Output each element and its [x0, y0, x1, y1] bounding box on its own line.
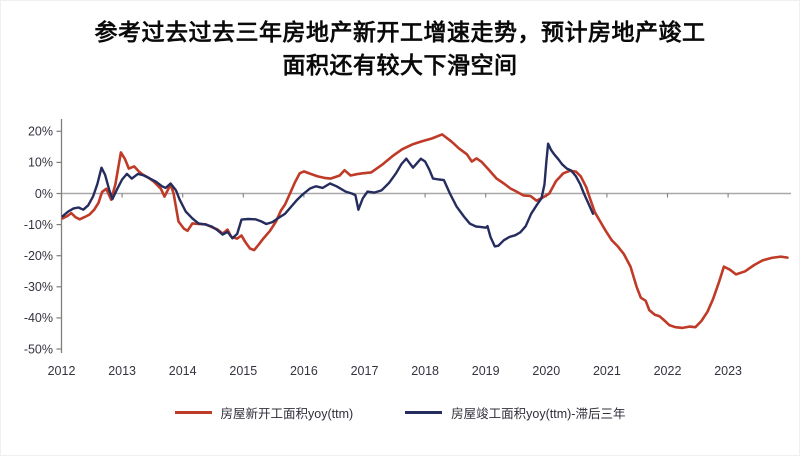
red-line-swatch-icon	[174, 411, 212, 414]
chart-legend: 房屋新开工面积yoy(ttm) 房屋竣工面积yoy(ttm)-滞后三年	[1, 403, 799, 422]
x-axis-tick-label: 2019	[472, 364, 500, 378]
x-axis-tick-label: 2022	[654, 364, 682, 378]
series-line-1	[61, 142, 595, 248]
y-axis-tick-label: 20%	[28, 125, 53, 139]
x-axis-tick-label: 2021	[593, 364, 621, 378]
x-axis-tick-label: 2016	[290, 364, 318, 378]
y-axis-tick-label: -30%	[24, 280, 53, 294]
x-axis-tick-label: 2015	[229, 364, 257, 378]
x-axis-tick-label: 2012	[48, 364, 76, 378]
legend-item-new-starts: 房屋新开工面积yoy(ttm)	[174, 403, 354, 422]
y-axis-tick-label: -50%	[24, 342, 53, 356]
legend-item-completions-lagged: 房屋竣工面积yoy(ttm)-滞后三年	[405, 403, 625, 422]
y-axis-tick-label: -20%	[24, 249, 53, 263]
x-axis-tick-label: 2018	[411, 364, 439, 378]
y-axis-tick-label: -10%	[24, 218, 53, 232]
title-line-1: 参考过去过去三年房地产新开工增速走势，预计房地产竣工	[94, 19, 706, 45]
x-axis-tick-label: 2014	[169, 364, 197, 378]
legend-label-new-starts: 房屋新开工面积yoy(ttm)	[220, 407, 354, 421]
navy-line-swatch-icon	[405, 411, 443, 414]
series-line-0	[61, 133, 789, 330]
x-axis-tick-label: 2023	[714, 364, 742, 378]
y-axis-tick-label: 10%	[28, 156, 53, 170]
x-axis-tick-label: 2020	[532, 364, 560, 378]
x-axis-tick-label: 2013	[108, 364, 136, 378]
title-line-2: 面积还有较大下滑空间	[282, 52, 518, 78]
page-title: 参考过去过去三年房地产新开工增速走势，预计房地产竣工 面积还有较大下滑空间	[1, 16, 799, 82]
legend-label-completions-lagged: 房屋竣工面积yoy(ttm)-滞后三年	[451, 407, 626, 421]
x-axis-tick-label: 2017	[351, 364, 379, 378]
y-axis-tick-label: 0%	[35, 187, 53, 201]
y-axis-tick-label: -40%	[24, 311, 53, 325]
